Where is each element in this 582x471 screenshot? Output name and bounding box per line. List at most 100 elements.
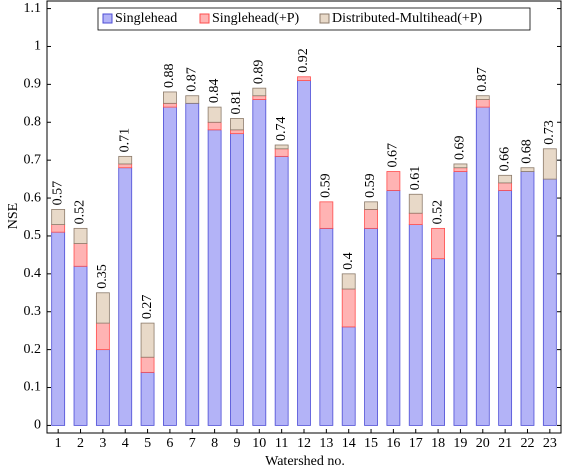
- data-label: 0.66: [497, 147, 512, 172]
- bar-segment: [498, 190, 513, 426]
- data-label: 0.73: [542, 120, 557, 145]
- bar-segment: [431, 227, 445, 260]
- bar-segment: [163, 106, 177, 426]
- bar-segment: [453, 171, 468, 426]
- x-tick-label: 20: [476, 436, 490, 451]
- legend-label: Distributed-Multihead(+P): [332, 11, 483, 26]
- bar-segment: [95, 322, 110, 351]
- x-tick-label: 22: [520, 436, 534, 451]
- bar-segment: [341, 273, 356, 290]
- bar-segment: [274, 148, 289, 157]
- legend-label: Singlehead(+P): [212, 11, 300, 26]
- bar-segment: [163, 91, 177, 104]
- x-tick-label: 16: [386, 436, 400, 451]
- x-tick-label: 21: [498, 436, 512, 451]
- bar-segment: [341, 288, 356, 328]
- bar-segment: [408, 193, 423, 214]
- bar-segment: [542, 148, 557, 180]
- y-tick-label: 0.1: [24, 380, 42, 395]
- x-tick-label: 17: [409, 436, 423, 451]
- x-tick-label: 1: [55, 436, 62, 451]
- data-label: 0.59: [363, 173, 378, 198]
- x-tick-label: 19: [453, 436, 467, 451]
- bar-segment: [95, 349, 110, 426]
- bar-segment: [185, 102, 200, 426]
- bar-segment: [51, 224, 66, 233]
- bar-segment: [475, 99, 490, 108]
- data-label: 0.87: [184, 67, 199, 92]
- bar-segment: [118, 155, 133, 165]
- y-tick-label: 0.2: [24, 342, 42, 357]
- bar-segment: [319, 201, 334, 229]
- y-tick-label: 0.4: [24, 266, 42, 281]
- bar-segment: [520, 171, 535, 426]
- data-label: 0.71: [117, 128, 132, 153]
- bar-segment: [140, 371, 155, 426]
- data-label: 0.35: [95, 264, 110, 289]
- bar-segment: [453, 167, 468, 172]
- legend-label: Singlehead: [115, 11, 177, 26]
- bar-segment: [252, 95, 267, 100]
- bar-segment: [408, 212, 423, 225]
- bar-segment: [185, 95, 200, 104]
- y-tick-label: 0.9: [24, 77, 42, 92]
- x-tick-label: 2: [77, 436, 84, 451]
- bar-segment: [207, 129, 222, 426]
- data-label: 0.92: [296, 48, 311, 73]
- x-axis-label: Watershed no.: [265, 454, 345, 469]
- bar-segment: [207, 106, 222, 123]
- bar-segment: [475, 95, 490, 100]
- bar-segment: [73, 265, 88, 426]
- bar-segment: [386, 190, 401, 426]
- bar-segment: [252, 99, 267, 426]
- x-tick-label: 18: [431, 436, 445, 451]
- bar-segment: [386, 171, 401, 191]
- bar-segment: [475, 106, 490, 426]
- data-label: 0.69: [453, 135, 468, 160]
- bar-segment: [408, 224, 423, 426]
- y-tick-label: 1.1: [24, 1, 42, 16]
- bar-segment: [453, 163, 468, 169]
- bar-segment: [230, 118, 244, 131]
- bar-segment: [95, 292, 110, 324]
- y-tick-label: 0.7: [24, 152, 42, 167]
- x-tick-label: 9: [233, 436, 240, 451]
- bar-segment: [118, 167, 133, 426]
- x-tick-label: 11: [275, 436, 288, 451]
- data-label: 0.87: [475, 67, 490, 92]
- plot-frame: [46, 0, 562, 434]
- x-tick-label: 15: [364, 436, 378, 451]
- legend-swatch: [102, 13, 113, 24]
- data-label: 0.27: [140, 295, 155, 320]
- bar-segment: [274, 144, 289, 150]
- bar-segment: [498, 174, 513, 184]
- data-label: 0.59: [319, 173, 334, 198]
- x-tick-label: 8: [211, 436, 218, 451]
- x-tick-label: 13: [319, 436, 333, 451]
- legend-swatch: [319, 13, 330, 24]
- data-label: 0.89: [252, 60, 267, 85]
- data-label: 0.74: [274, 117, 289, 142]
- y-axis-label: NSE: [6, 203, 21, 229]
- x-tick-label: 10: [252, 436, 266, 451]
- y-tick-label: 1: [34, 39, 41, 54]
- x-tick-label: 7: [189, 436, 196, 451]
- data-label: 0.84: [207, 79, 222, 104]
- bar-segment: [51, 209, 66, 225]
- x-tick-label: 3: [99, 436, 106, 451]
- data-label: 0.88: [162, 63, 177, 88]
- data-label: 0.68: [520, 139, 535, 164]
- x-tick-label: 6: [166, 436, 173, 451]
- bar-segment: [274, 155, 289, 426]
- data-label: 0.52: [73, 200, 88, 225]
- bar-segment: [140, 322, 155, 358]
- bar-segment: [252, 87, 267, 97]
- bar-segment: [163, 102, 177, 108]
- x-tick-label: 14: [342, 436, 356, 451]
- bar-segment: [297, 80, 311, 426]
- data-label: 0.81: [229, 90, 244, 115]
- bar-segment: [297, 76, 311, 81]
- x-tick-label: 5: [144, 436, 151, 451]
- y-tick-label: 0.3: [24, 304, 42, 319]
